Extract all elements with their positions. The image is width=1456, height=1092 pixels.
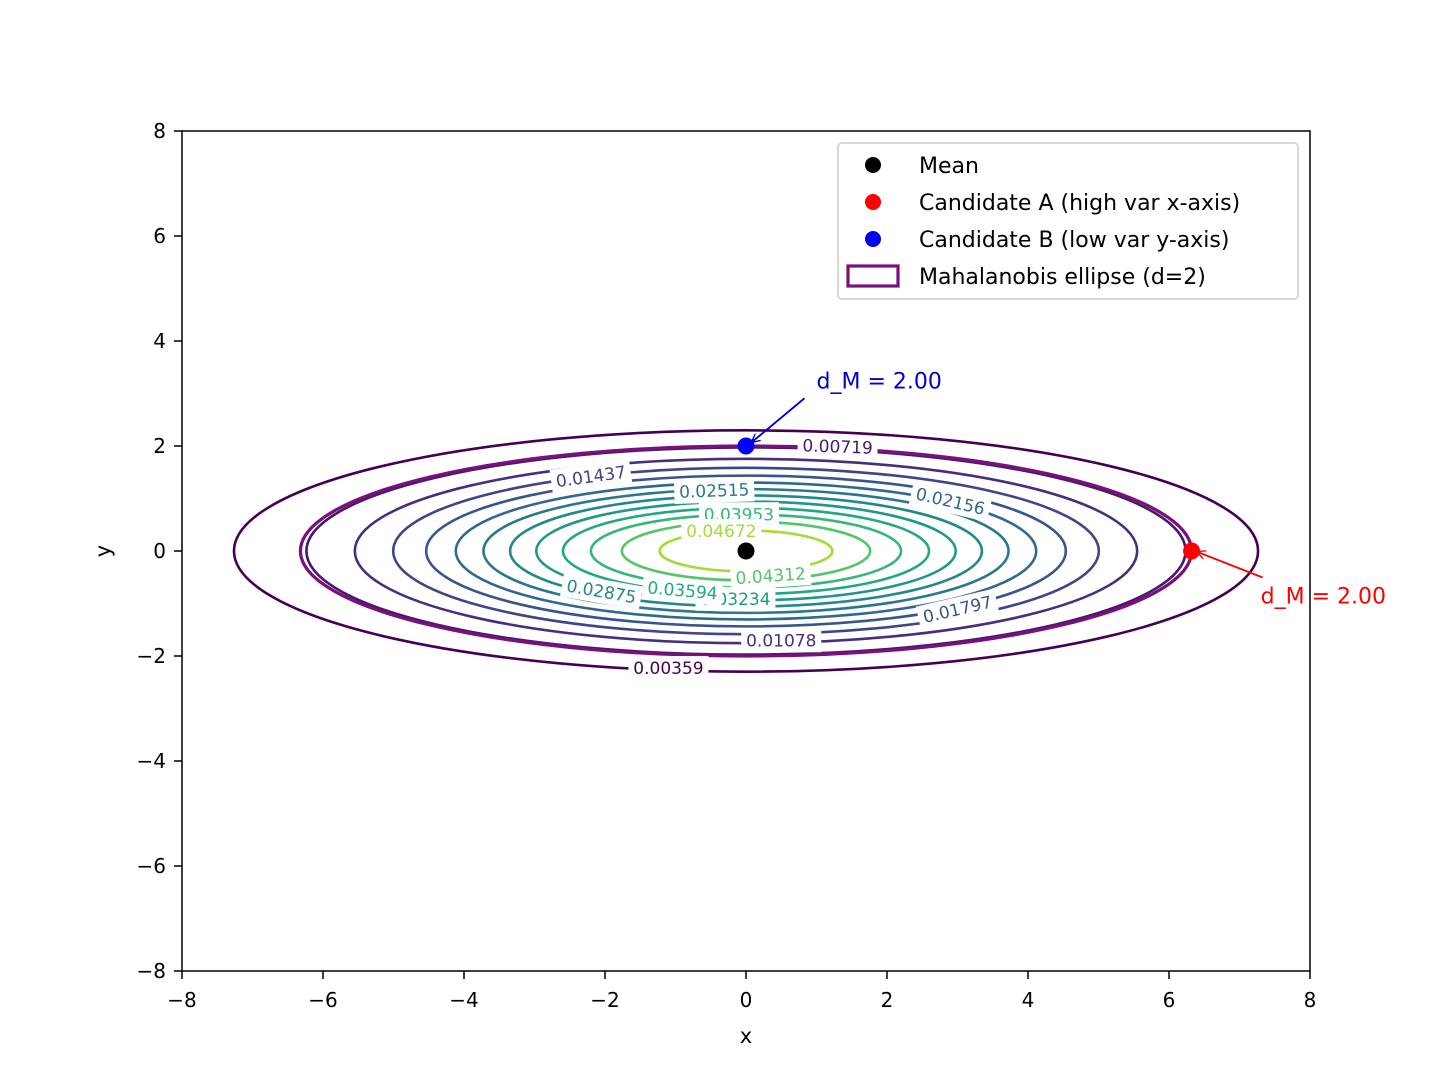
contour-label-background [908, 480, 993, 522]
x-axis-label: x [740, 1024, 752, 1048]
y-tick-label: −8 [137, 959, 166, 983]
legend: Mean Candidate A (high var x-axis) Candida… [837, 142, 1299, 300]
data-point [737, 437, 755, 455]
legend-label: Candidate A (high var x-axis) [919, 191, 1240, 216]
data-point [1183, 542, 1201, 560]
annotation-arrow [752, 397, 806, 442]
y-tick-label: 6 [153, 224, 166, 248]
contour-label-background [797, 433, 879, 460]
contour-label: 0.01078 [746, 631, 816, 651]
y-tick-label: −6 [137, 854, 166, 878]
contour-label-group: 0.00719 [797, 433, 879, 460]
x-tick-label: −8 [167, 988, 196, 1012]
contour-label: 0.00359 [633, 659, 703, 679]
contour-label-group: 0.04672 [681, 519, 762, 544]
annotations: d_M = 2.00 d_M = 2.00 [752, 369, 1386, 610]
contour-label-group: 0.01078 [741, 628, 822, 653]
y-axis-label: y [91, 545, 115, 557]
legend-label: Mean [919, 154, 979, 179]
y-tick-label: −2 [137, 644, 166, 668]
legend-label: Candidate B (low var y-axis) [919, 228, 1229, 253]
legend-box [837, 142, 1299, 300]
x-tick-label: 8 [1304, 988, 1317, 1012]
contour-label-group: 0.00359 [628, 656, 709, 681]
contour-label-background [641, 574, 724, 606]
contour-label-background [673, 477, 755, 505]
x-tick-label: 6 [1163, 988, 1176, 1012]
contour-label-background [549, 458, 633, 494]
annotation-label: d_M = 2.00 [1261, 585, 1386, 610]
contour-line [232, 429, 1260, 673]
x-tick-label: 2 [881, 988, 894, 1012]
contour-label-group: 0.04312 [729, 560, 812, 591]
contour-label: 0.04672 [686, 522, 756, 542]
legend-marker [865, 157, 881, 173]
y-tick-label: 0 [153, 539, 166, 563]
x-tick-label: 0 [740, 988, 753, 1012]
annotation-label: d_M = 2.00 [817, 369, 942, 394]
contour-label-background [681, 519, 762, 544]
contour-label: 0.02515 [679, 480, 750, 502]
contour-label: 0.00719 [802, 436, 873, 458]
contour-label-background [628, 656, 709, 681]
x-tick-label: −2 [590, 988, 619, 1012]
legend-marker [865, 231, 881, 247]
x-tick-label: 4 [1022, 988, 1035, 1012]
contour-label-background [741, 628, 822, 653]
contour-line [424, 474, 1068, 628]
legend-label: Mahalanobis ellipse (d=2) [919, 265, 1206, 290]
contour-label-group: 0.03594 [641, 574, 724, 606]
x-tick-label: −4 [449, 988, 478, 1012]
data-point [737, 542, 755, 560]
data-points [737, 437, 1201, 560]
y-tick-label: −4 [137, 749, 166, 773]
contour-label-group: 0.02515 [673, 477, 755, 505]
y-tick-label: 4 [153, 329, 166, 353]
legend-marker [846, 264, 900, 288]
legend-marker [865, 194, 881, 210]
contour-label-background [729, 560, 812, 591]
x-tick-label: −6 [308, 988, 337, 1012]
y-tick-label: 8 [153, 119, 166, 143]
contour-label: 0.04312 [735, 564, 807, 589]
contour-label-background [915, 588, 1000, 630]
contour-label-background [559, 572, 643, 611]
axis-ticks: −8 −6 −4 −2 0 2 4 6 8 −8 −6 −4 −2 0 2 4 6 8 [137, 119, 1317, 1012]
y-tick-label: 2 [153, 434, 166, 458]
annotation-arrow [1198, 552, 1263, 579]
